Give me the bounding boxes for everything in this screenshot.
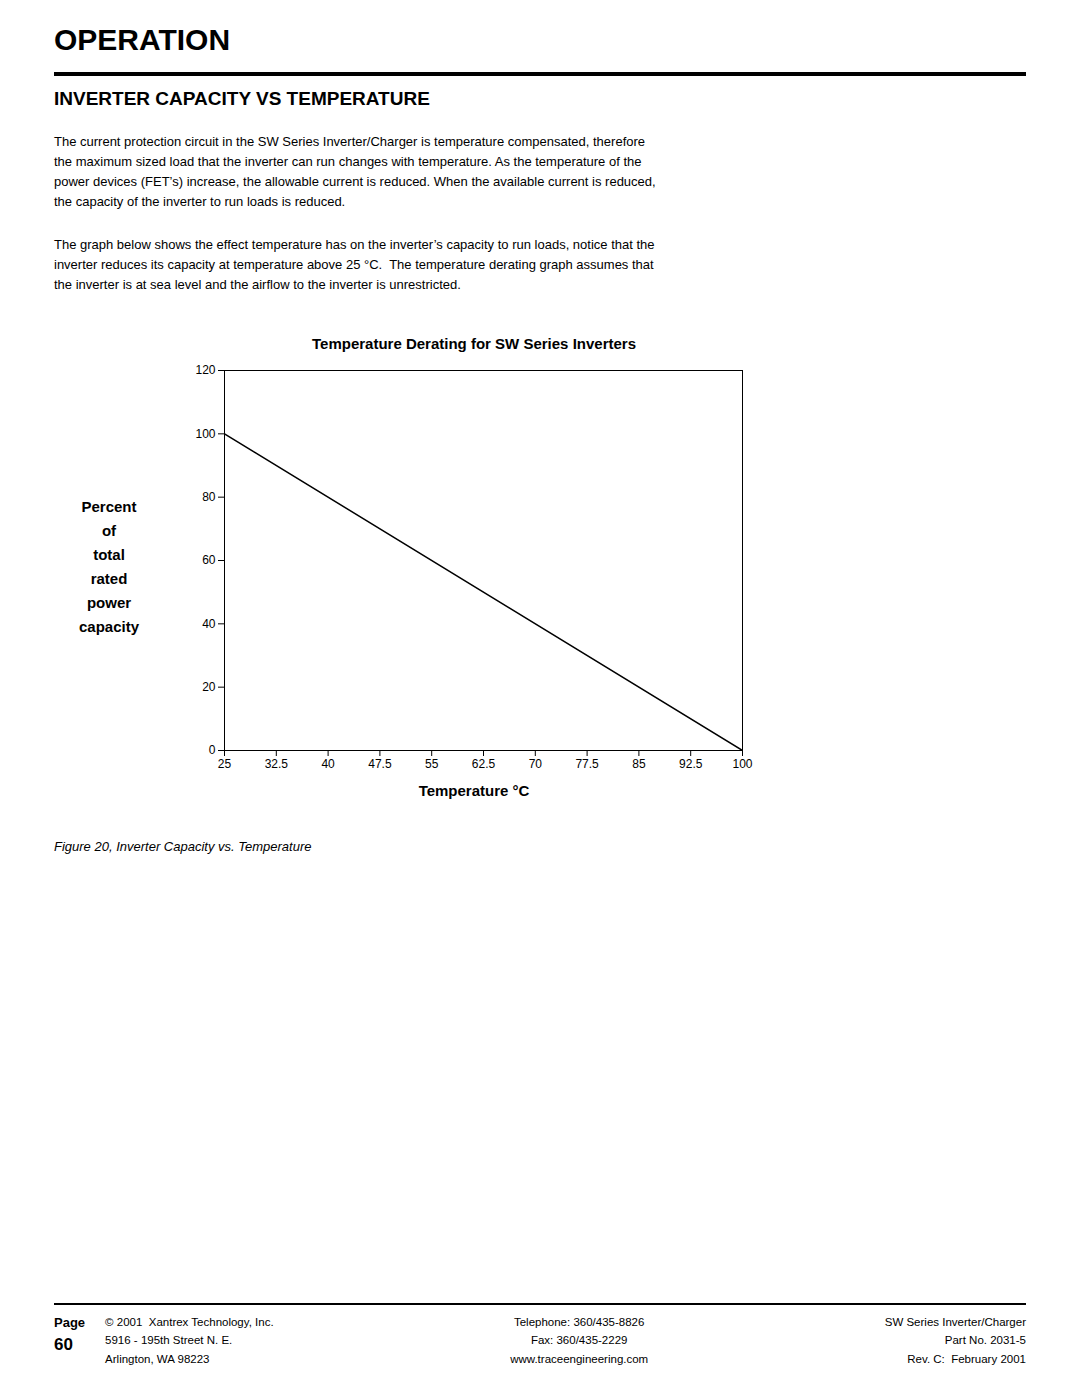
svg-text:55: 55: [425, 757, 439, 771]
svg-text:40: 40: [321, 757, 335, 771]
html-text:power: power: [86, 594, 132, 611]
svg-text:40: 40: [202, 617, 216, 631]
svg-text:62.5: 62.5: [472, 757, 496, 771]
html-text:of: of: [101, 522, 117, 539]
html-text:OPERATION: OPERATION: [54, 23, 231, 56]
svg-text:100: 100: [195, 427, 215, 441]
svg-text:25: 25: [218, 757, 232, 771]
svg-text:100: 100: [732, 757, 752, 771]
svg-text:77.5: 77.5: [575, 757, 599, 771]
svg-text:80: 80: [202, 490, 216, 504]
html-text:Temperature Derating for SW Se: Temperature Derating for SW Series Inver…: [312, 335, 636, 352]
html-text:rated: rated: [90, 570, 128, 587]
html-text:SW Series Inverter/Charger Par: SW Series Inverter/Charger Part No. 2031…: [884, 1316, 1026, 1365]
html-text:Telephone: 360/435-8826 Fax: 3: Telephone: 360/435-8826 Fax: 360/435-222…: [510, 1316, 649, 1365]
svg-text:70: 70: [529, 757, 543, 771]
html-text:total: total: [93, 546, 125, 563]
html-text:Percent: Percent: [81, 498, 137, 515]
html-text:INVERTER CAPACITY VS TEMPERATU: INVERTER CAPACITY VS TEMPERATURE: [54, 88, 430, 109]
svg-text:32.5: 32.5: [265, 757, 289, 771]
svg-text:92.5: 92.5: [679, 757, 703, 771]
html-text:Temperature °C: Temperature °C: [418, 782, 530, 799]
svg-text:85: 85: [632, 757, 646, 771]
html-text:The current protection circuit: The current protection circuit in the SW…: [54, 134, 656, 210]
html-text:60: 60: [54, 1334, 73, 1354]
svg-text:47.5: 47.5: [368, 757, 392, 771]
html-text:capacity: capacity: [79, 618, 139, 635]
html-text:© 2001 Xantrex Technology, Inc: © 2001 Xantrex Technology, Inc. 5916 - 1…: [105, 1316, 274, 1365]
html-text:Figure 20, Inverter Capacity v: Figure 20, Inverter Capacity vs. Tempera…: [54, 839, 312, 854]
svg-text:0: 0: [209, 743, 216, 757]
html-text:The graph below shows the effe: The graph below shows the effect tempera…: [54, 236, 655, 292]
html-text:Page: Page: [54, 1315, 86, 1330]
svg-text:60: 60: [202, 553, 216, 567]
svg-text:120: 120: [195, 363, 215, 377]
svg-text:20: 20: [202, 680, 216, 694]
